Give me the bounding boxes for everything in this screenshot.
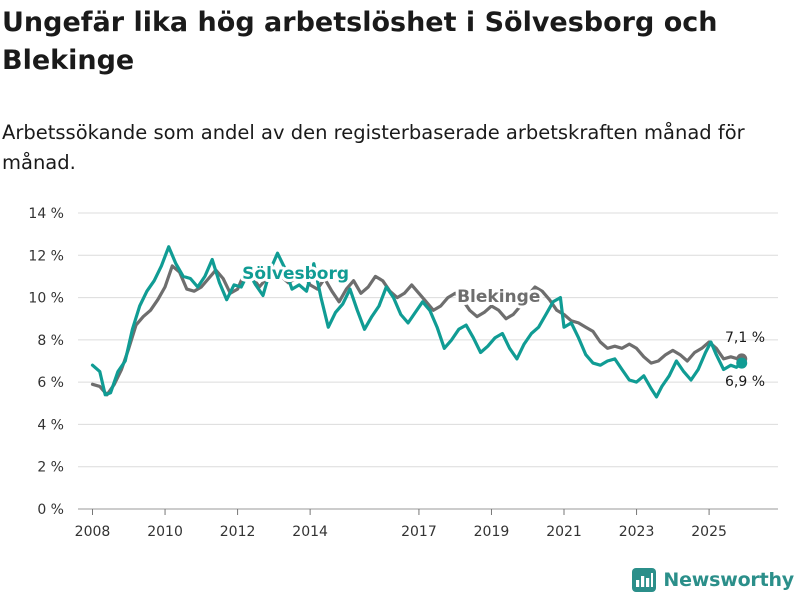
gridlines <box>78 212 778 510</box>
x-tick-label: 2012 <box>220 524 256 540</box>
x-tick-label: 2019 <box>474 524 510 540</box>
x-tick-label: 2021 <box>546 524 582 540</box>
x-tick-label: 2023 <box>619 524 655 540</box>
series-label-blekinge: Blekinge <box>457 287 540 307</box>
x-tick-label: 2008 <box>75 524 111 540</box>
series-line-slvesborg <box>90 245 744 399</box>
chart-subtitle: Arbetssökande som andel av den registerb… <box>2 121 745 174</box>
series-label-solvesborg: Sölvesborg <box>242 264 349 284</box>
newsworthy-brand: Newsworthy <box>632 568 794 592</box>
chart-title: Ungefär lika hög arbetslöshet i Sölvesbo… <box>2 7 718 76</box>
series-labels: SölvesborgSölvesborgBlekingeBlekinge7,1 … <box>239 261 765 390</box>
series-label-blekinge-halo: Blekinge <box>457 287 540 307</box>
x-tick-label: 2014 <box>292 524 328 540</box>
y-tick-label: 8 % <box>37 333 64 349</box>
y-tick-label: 0 % <box>37 502 64 518</box>
x-tick-label: 2017 <box>401 524 437 540</box>
series-label-solvesborg-halo: Sölvesborg <box>242 264 349 284</box>
last-value-label-solvesborg: 6,9 % <box>725 374 765 390</box>
end-point-slvesborg <box>736 357 748 369</box>
y-tick-label: 2 % <box>37 460 64 476</box>
x-tick-label: 2025 <box>691 524 727 540</box>
y-tick-label: 12 % <box>28 248 64 264</box>
brand-name: Newsworthy <box>663 569 794 591</box>
y-tick-label: 14 % <box>28 206 64 222</box>
y-tick-label: 10 % <box>28 291 64 307</box>
series-line-blekinge <box>90 264 744 397</box>
newsworthy-logo-icon <box>632 568 657 592</box>
x-tick-label: 2010 <box>147 524 183 540</box>
series-lines <box>90 245 748 399</box>
last-value-label-blekinge: 7,1 % <box>725 330 765 346</box>
x-axis: 2008 2010 2012 2014 2017 2019 2021 2023 2025 <box>75 509 727 540</box>
y-axis: 0 % 2 % 4 % 6 % 8 % 10 % 12 % 14 % <box>28 206 64 518</box>
y-tick-label: 6 % <box>37 375 64 391</box>
y-tick-label: 4 % <box>37 417 64 433</box>
